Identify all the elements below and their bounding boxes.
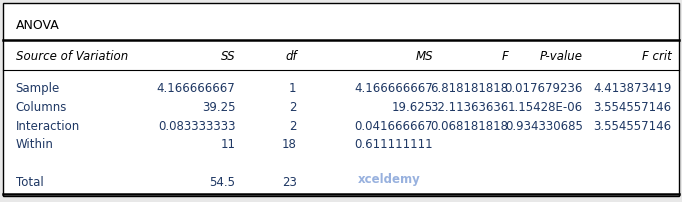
Text: 3.554557146: 3.554557146: [593, 100, 672, 113]
Text: 2: 2: [289, 119, 297, 132]
Text: Source of Variation: Source of Variation: [16, 50, 128, 63]
Text: Total: Total: [16, 175, 44, 188]
Text: 0.068181818: 0.068181818: [430, 119, 508, 132]
Text: 23: 23: [282, 175, 297, 188]
Text: 4.166666667: 4.166666667: [157, 81, 235, 94]
Text: 0.083333333: 0.083333333: [158, 119, 235, 132]
Text: 0.017679236: 0.017679236: [505, 81, 583, 94]
Text: Interaction: Interaction: [16, 119, 80, 132]
Text: 11: 11: [220, 138, 235, 151]
Text: 1: 1: [289, 81, 297, 94]
Text: 39.25: 39.25: [202, 100, 235, 113]
Text: 1.15428E-06: 1.15428E-06: [508, 100, 583, 113]
Text: 3.554557146: 3.554557146: [593, 119, 672, 132]
Text: SS: SS: [221, 50, 235, 63]
Text: 54.5: 54.5: [209, 175, 235, 188]
Text: 4.166666667: 4.166666667: [355, 81, 433, 94]
Text: xceldemy: xceldemy: [358, 172, 421, 185]
Text: 0.041666667: 0.041666667: [355, 119, 433, 132]
Text: F: F: [501, 50, 508, 63]
Text: Sample: Sample: [16, 81, 60, 94]
Text: 6.818181818: 6.818181818: [430, 81, 508, 94]
Text: Within: Within: [16, 138, 54, 151]
Text: 18: 18: [282, 138, 297, 151]
Text: MS: MS: [415, 50, 433, 63]
Text: 0.611111111: 0.611111111: [355, 138, 433, 151]
Text: Columns: Columns: [16, 100, 67, 113]
Text: 4.413873419: 4.413873419: [593, 81, 672, 94]
Text: ANOVA: ANOVA: [16, 19, 59, 32]
Text: df: df: [285, 50, 297, 63]
Text: P-value: P-value: [540, 50, 583, 63]
Text: 0.934330685: 0.934330685: [505, 119, 583, 132]
Text: 19.625: 19.625: [392, 100, 433, 113]
Text: 32.11363636: 32.11363636: [430, 100, 508, 113]
Text: F crit: F crit: [642, 50, 672, 63]
Text: 2: 2: [289, 100, 297, 113]
